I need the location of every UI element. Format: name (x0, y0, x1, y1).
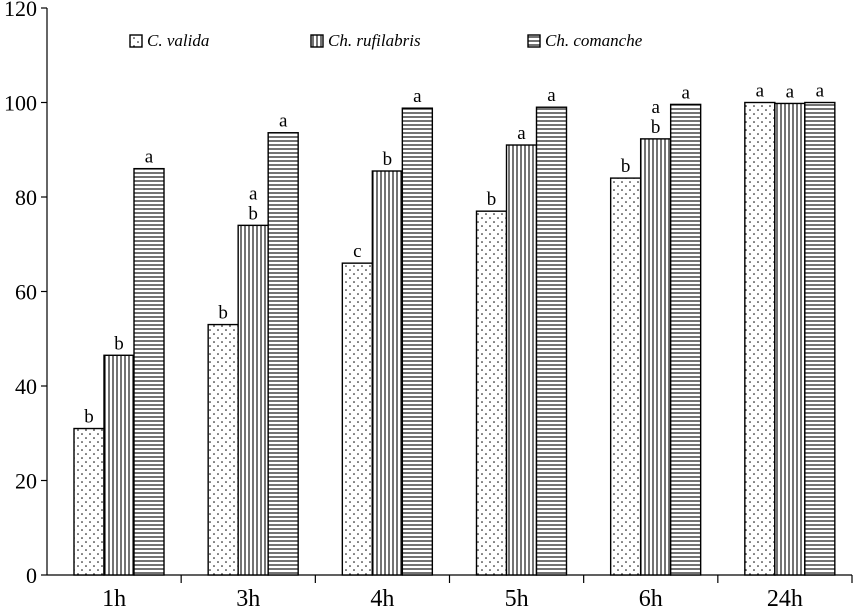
bar (535, 106, 568, 576)
significance-letter: a (145, 147, 154, 168)
bar (341, 262, 374, 576)
significance-letter: a (816, 81, 825, 102)
legend-label: C. valida (147, 31, 209, 50)
significance-letter: b (218, 303, 228, 324)
significance-letter: a (786, 81, 795, 102)
y-tick-label: 20 (15, 469, 37, 494)
significance-letter: b (651, 117, 661, 138)
bar (804, 101, 836, 576)
significance-letter: b (487, 189, 497, 210)
bar (207, 323, 239, 576)
x-tick-label: 5h (505, 586, 529, 612)
bar (103, 354, 135, 576)
significance-letter: a (413, 86, 422, 107)
significance-letter: a (681, 82, 690, 103)
bars (73, 101, 836, 576)
significance-letter: b (621, 156, 631, 177)
bar (401, 107, 434, 576)
x-tick-label: 4h (370, 586, 394, 612)
bar (609, 177, 642, 576)
legend-swatch (527, 34, 541, 48)
bar (774, 102, 806, 576)
significance-letter: b (84, 407, 94, 428)
y-tick-label: 40 (15, 374, 37, 399)
x-tick-label: 24h (767, 586, 803, 612)
bar (744, 101, 776, 576)
significance-letter: a (279, 111, 288, 132)
bar (371, 170, 404, 576)
y-tick-label: 0 (26, 563, 37, 588)
axes: 0 20 40 60 80 100 120 1h 3h 4h 5h 6h 24h (4, 0, 853, 612)
significance-letter: b (383, 149, 393, 170)
x-tick-label: 1h (102, 586, 126, 612)
x-tick-label: 6h (639, 586, 663, 612)
legend-swatch (129, 34, 143, 48)
legend-label: Ch. rufilabris (328, 31, 421, 50)
significance-letter: b (248, 203, 258, 224)
y-tick-label: 60 (15, 280, 37, 305)
y-tick-label: 100 (4, 91, 37, 116)
significance-letter: b (114, 333, 124, 354)
legend-swatch (310, 34, 324, 48)
bar (475, 210, 508, 576)
significance-letter: a (756, 81, 765, 102)
legend: C. valida Ch. rufilabris Ch. comanche (129, 31, 643, 50)
bar (237, 224, 269, 576)
bar (669, 103, 702, 576)
bar (267, 132, 299, 576)
significance-letter: a (249, 183, 258, 204)
x-tick-label: 3h (236, 586, 260, 612)
bar (73, 427, 105, 576)
bar (505, 144, 538, 576)
legend-label: Ch. comanche (545, 31, 643, 50)
significance-letter: a (547, 85, 556, 106)
bar (133, 167, 165, 576)
y-tick-label: 80 (15, 185, 37, 210)
significance-letter: a (517, 123, 526, 144)
significance-letter: c (353, 241, 361, 262)
significance-letter: a (651, 97, 660, 118)
y-tick-label: 120 (4, 0, 37, 21)
bar (639, 138, 672, 576)
